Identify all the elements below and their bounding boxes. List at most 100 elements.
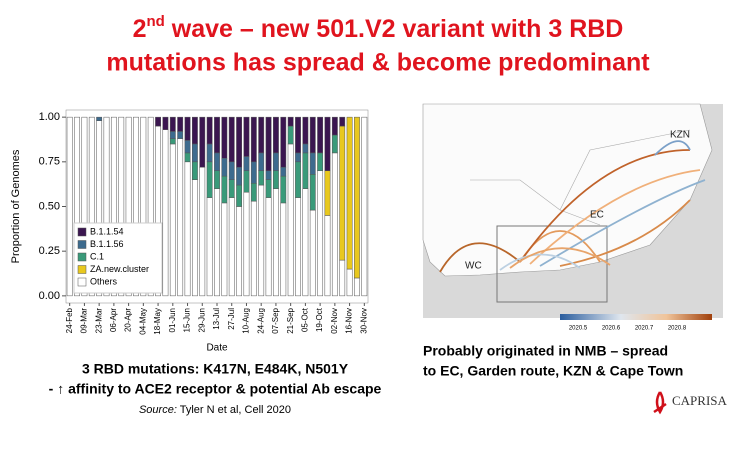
legend-swatch bbox=[77, 265, 87, 274]
bar-segment bbox=[324, 116, 331, 172]
title-rest: wave – new 501.V2 variant with 3 RBD bbox=[165, 15, 624, 43]
bar-segment bbox=[265, 179, 272, 198]
legend-label: ZA.new.cluster bbox=[90, 264, 149, 274]
bar-segment bbox=[309, 152, 316, 175]
bar-segment bbox=[250, 200, 257, 297]
x-tick-label: 16-Nov bbox=[345, 308, 354, 334]
bar-segment bbox=[339, 259, 346, 297]
bar-segment bbox=[110, 116, 117, 297]
bar-segment bbox=[177, 116, 184, 132]
x-tick-label: 10-Aug bbox=[242, 308, 251, 334]
bar-segment bbox=[88, 116, 95, 297]
bar-segment bbox=[162, 116, 169, 130]
bar-segment bbox=[273, 170, 279, 189]
bar-segment bbox=[155, 116, 161, 127]
bar-segment bbox=[221, 175, 228, 204]
bar-segment bbox=[354, 277, 360, 297]
bar-segment bbox=[346, 116, 353, 270]
colorbar-label: 2020.7 bbox=[635, 326, 654, 332]
map-borders bbox=[470, 129, 691, 226]
y-tick-label: 0.00 bbox=[39, 290, 60, 302]
bar-segment bbox=[273, 188, 279, 297]
x-tick-label: 23-Mar bbox=[94, 308, 103, 334]
bar-segment bbox=[339, 116, 346, 127]
bar-segment bbox=[309, 174, 316, 211]
y-tick-label: 1.00 bbox=[39, 111, 60, 123]
bar-segment bbox=[361, 116, 368, 297]
bar-segment bbox=[354, 116, 360, 279]
legend-swatch bbox=[77, 240, 87, 249]
bar-segment bbox=[258, 152, 265, 172]
legend-box bbox=[73, 222, 163, 294]
bar-segment bbox=[250, 183, 257, 202]
x-tick-label: 07-Sep bbox=[271, 307, 280, 333]
bar-segment bbox=[81, 116, 88, 297]
bar-segment bbox=[250, 161, 257, 184]
bar-segment bbox=[273, 116, 279, 154]
bar-segment bbox=[331, 134, 338, 154]
bar-segment bbox=[184, 140, 191, 154]
bar-segment bbox=[192, 179, 198, 297]
bar-segment bbox=[309, 116, 316, 154]
bar-segment bbox=[169, 143, 176, 297]
bar-segment bbox=[221, 116, 228, 159]
bar-segment bbox=[192, 143, 198, 163]
bar-segment bbox=[302, 143, 309, 154]
bar-segment bbox=[302, 152, 309, 189]
bar-segment bbox=[236, 116, 242, 168]
bar-segment bbox=[236, 206, 242, 297]
bar-segment bbox=[302, 116, 309, 145]
source: Source: Tyler N et al, Cell 2020 bbox=[139, 404, 291, 416]
bar-segment bbox=[265, 116, 272, 172]
bar-segment bbox=[258, 170, 265, 186]
bar-segment bbox=[214, 116, 220, 154]
bar-segment bbox=[184, 161, 191, 297]
bar-segment bbox=[324, 170, 331, 216]
x-tick-label: 20-Apr bbox=[124, 308, 133, 332]
source-label: Source: bbox=[139, 404, 177, 416]
bar-segment bbox=[287, 116, 294, 127]
bar-segment bbox=[162, 129, 169, 297]
bar-segment bbox=[331, 116, 338, 136]
logo: CAPRISA bbox=[672, 393, 728, 408]
bar-segment bbox=[236, 184, 242, 207]
map-label: KZN bbox=[670, 130, 690, 141]
x-tick-label: 24-Aug bbox=[256, 308, 265, 334]
bar-segment bbox=[221, 158, 228, 177]
legend-swatch bbox=[77, 252, 87, 262]
bar-segment bbox=[243, 116, 250, 157]
y-axis-label: Proportion of Genomes bbox=[10, 149, 22, 263]
left-caption: 3 RBD mutations: K417N, E484K, N501Y bbox=[82, 361, 349, 377]
x-tick-label: 09-Mar bbox=[80, 308, 89, 334]
bar-segment bbox=[184, 152, 191, 163]
bar-segment bbox=[221, 202, 228, 297]
bar-segment bbox=[302, 188, 309, 297]
y-tick-label: 0.25 bbox=[39, 245, 60, 257]
bar-segment bbox=[169, 138, 176, 145]
bar-segment bbox=[192, 116, 198, 145]
map-label: EC bbox=[590, 210, 604, 221]
bar-segment bbox=[317, 170, 324, 297]
bar-segment bbox=[140, 116, 147, 297]
map-label: WC bbox=[465, 261, 482, 272]
bar-segment bbox=[280, 175, 287, 204]
bar-segment bbox=[118, 116, 125, 297]
x-tick-label: 01-Jun bbox=[168, 308, 177, 332]
bar-segment bbox=[265, 170, 272, 180]
title-line-2: mutations has spread & become predominan… bbox=[106, 49, 650, 77]
x-tick-label: 02-Nov bbox=[330, 308, 339, 334]
legend-label: C.1 bbox=[90, 251, 104, 261]
legend: B.1.1.54 B.1.1.56 C.1 ZA.new.cluster Others bbox=[73, 222, 163, 294]
x-tick-label: 27-Jul bbox=[227, 308, 236, 330]
x-tick-label: 13-Jul bbox=[212, 308, 221, 330]
map: WC EC KZN 2020.5 2020.6 2020.7 2020.8 bbox=[422, 103, 723, 332]
x-tick-label: 06-Apr bbox=[109, 308, 118, 332]
logo-ribbon bbox=[653, 391, 667, 415]
chart: Proportion of Genomes Date 0.00 0.25 0.50 0.7… bbox=[10, 109, 368, 354]
x-tick-label: 29-Jun bbox=[197, 308, 206, 332]
bar-segment bbox=[214, 152, 220, 172]
x-tick-label: 05-Oct bbox=[300, 307, 309, 332]
colorbar bbox=[560, 314, 712, 320]
x-tick-label: 24-Feb bbox=[65, 307, 74, 333]
